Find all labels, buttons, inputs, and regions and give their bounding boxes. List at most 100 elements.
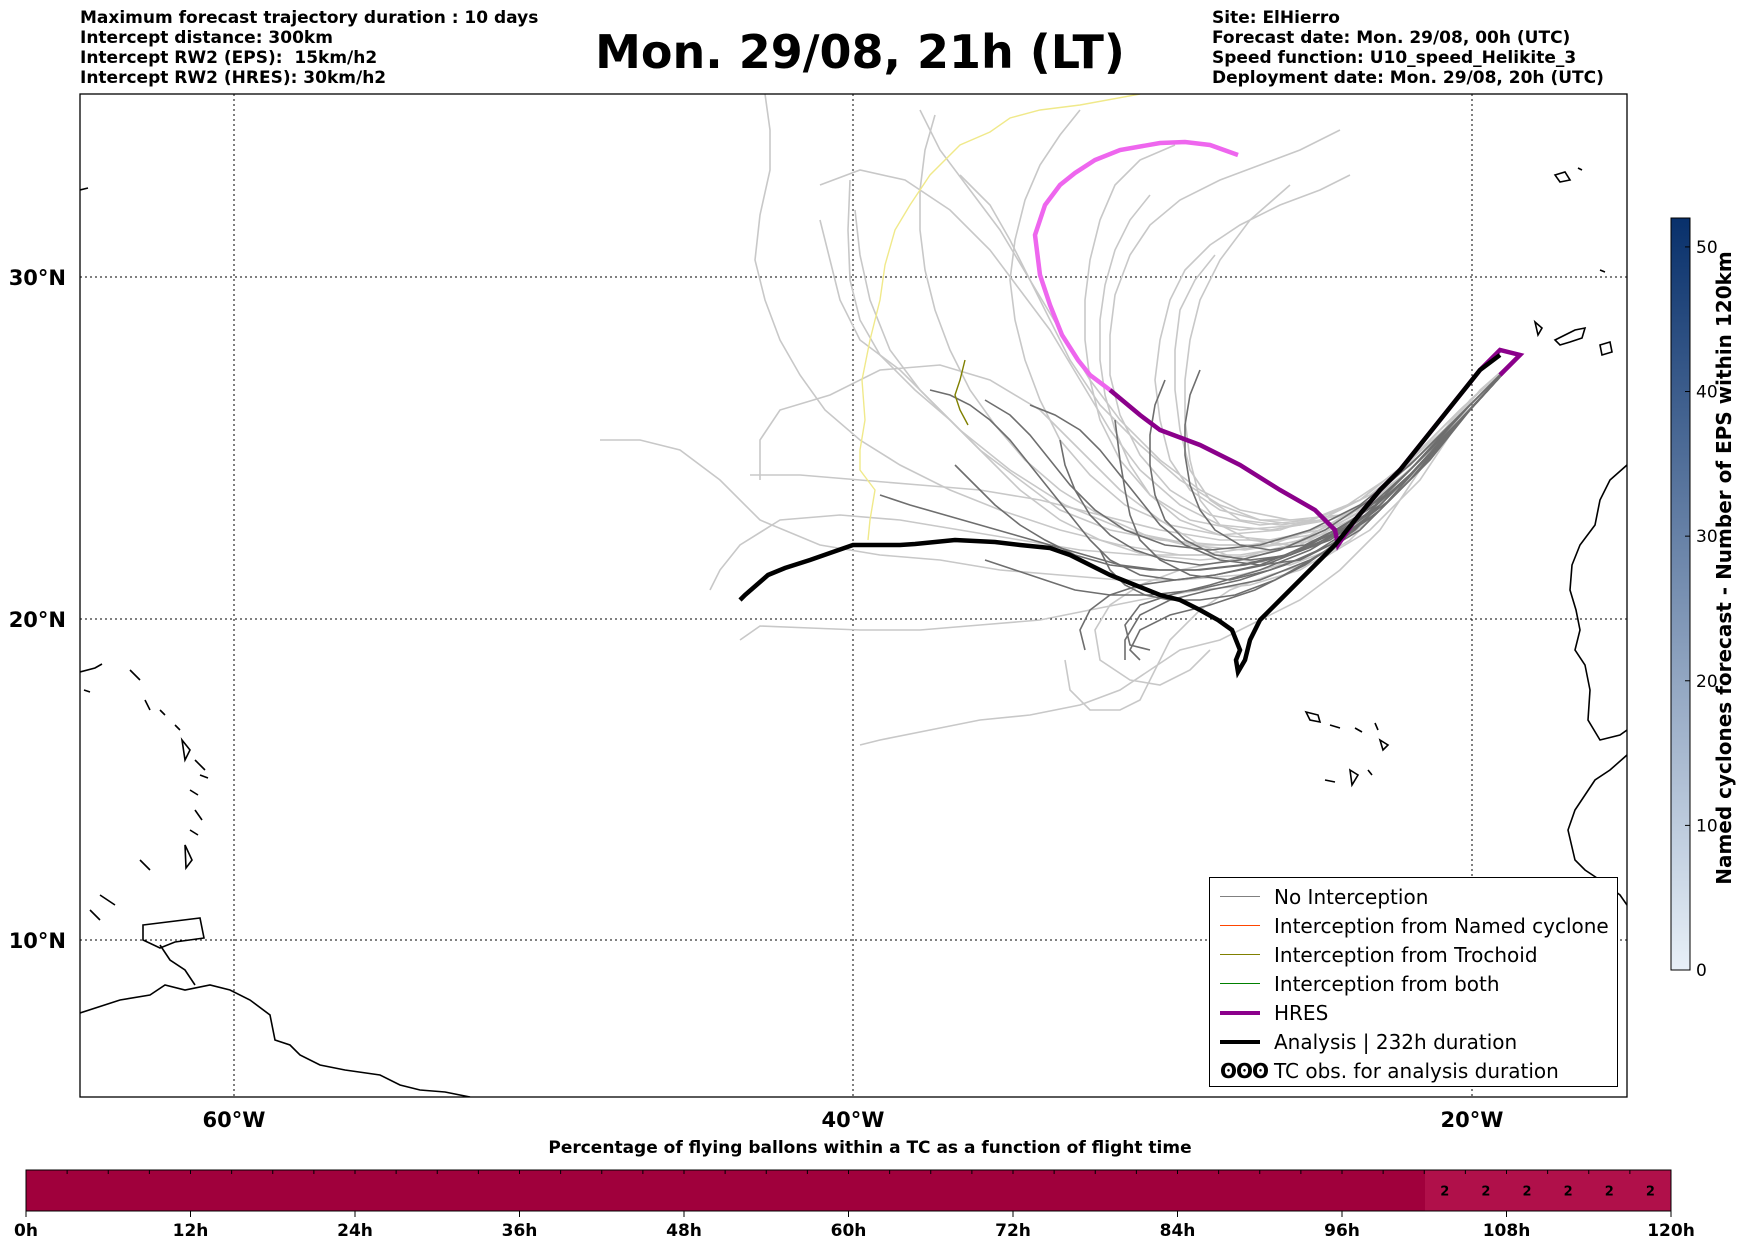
colorbar-tick-label: 10 (1696, 816, 1718, 836)
colorbar-tick-label: 20 (1696, 672, 1718, 692)
header-left-line: Intercept RW2 (EPS): 15km/h2 (80, 48, 378, 68)
page-title: Mon. 29/08, 21h (LT) (595, 25, 1125, 79)
colorbar-gradient (1670, 217, 1691, 971)
flight-time-cell-value: 2 (1605, 1185, 1614, 1200)
header-right-line: Speed function: U10_speed_Helikite_3 (1212, 48, 1577, 68)
ensemble-trajectory (959, 174, 1521, 526)
header-right-line: Forecast date: Mon. 29/08, 00h (UTC) (1212, 28, 1571, 48)
legend-key (1220, 916, 1262, 936)
legend-item: ʘʘʘ TC obs. for analysis duration (1220, 1056, 1617, 1085)
header-info-left: Maximum forecast trajectory duration : 1… (80, 8, 538, 88)
legend-line (1220, 1010, 1260, 1015)
map-legend: No Interception Interception from Named … (1209, 877, 1618, 1087)
coast-north-africa-frag (80, 187, 1606, 273)
lon-label: 20°W (1441, 1108, 1504, 1132)
trajectory-trochoid (954, 359, 969, 426)
ensemble-trajectory (754, 94, 1521, 556)
legend-key (1220, 945, 1262, 965)
ensemble-trajectory (1099, 354, 1521, 601)
header-left-line: Intercept distance: 300km (80, 28, 333, 48)
flight-time-cell-value: 2 (1481, 1185, 1490, 1200)
flight-time-bar-highlight (1425, 1170, 1671, 1211)
legend-line (1220, 983, 1260, 984)
lat-label: 20°N (9, 608, 66, 632)
flight-time-tick-label: 120h (1647, 1221, 1695, 1241)
flight-time-tick-label: 84h (1160, 1221, 1196, 1241)
flight-time-cell-value: 2 (1523, 1185, 1532, 1200)
ensemble-trajectory (1154, 174, 1521, 521)
flight-time-tick-label: 0h (14, 1221, 38, 1241)
flight-time-tick-label: 12h (173, 1221, 209, 1241)
coast-canary-islands (1533, 319, 1613, 357)
flight-time-tick-label: 96h (1324, 1221, 1360, 1241)
legend-key: ʘʘʘ (1220, 1059, 1269, 1083)
legend-label: No Interception (1274, 884, 1429, 909)
ensemble-trajectories-light (600, 94, 1521, 746)
flight-time-tick-label: 108h (1483, 1221, 1531, 1241)
coastline (80, 167, 1627, 1097)
colorbar-title: Named cyclones forecast - Number of EPS … (1712, 251, 1736, 885)
flight-time-bar-tick-labels: 0h 12h 24h 36h 48h 60h 72h 84h 96h 108h 120h (14, 1211, 1695, 1241)
legend-label: Interception from Trochoid (1274, 942, 1538, 967)
colorbar-ticks: 0 10 20 30 40 50 (1685, 238, 1718, 981)
lon-label: 40°W (822, 1108, 885, 1132)
ensemble-trajectory (1009, 109, 1521, 536)
coast-madeira (1553, 167, 1583, 183)
legend-key (1220, 1003, 1262, 1023)
flight-time-bar-cell-values: 2 2 2 2 2 2 (1440, 1185, 1655, 1200)
colorbar-tick-label: 0 (1696, 961, 1707, 981)
colorbar: 0 10 20 30 40 50 (1670, 217, 1718, 981)
header-right-line: Site: ElHierro (1212, 8, 1340, 28)
ensemble-trajectory (1124, 354, 1521, 660)
flight-time-bar: 2 2 2 2 2 2 0h 12h 24h 36h 48h 60h 72h 84h 96h 108h 120… (14, 1169, 1695, 1241)
header-left-line: Maximum forecast trajectory duration : 1… (80, 8, 539, 28)
hres-extension-track (1032, 139, 1239, 392)
colorbar-tick-label: 50 (1696, 238, 1718, 258)
ensemble-trajectories-dark (879, 354, 1521, 661)
lat-label: 10°N (9, 929, 66, 953)
legend-label: TC obs. for analysis duration (1274, 1058, 1559, 1083)
flight-time-cell-value: 2 (1564, 1185, 1573, 1200)
ensemble-trajectory (1109, 129, 1521, 526)
header-left-line: Intercept RW2 (HRES): 30km/h2 (80, 68, 387, 88)
tc-obs-symbol-icon: ʘʘʘ (1220, 1058, 1269, 1083)
ensemble-trajectory (854, 209, 1521, 551)
ensemble-trajectory (750, 354, 1521, 541)
coast-venezuela-peninsula (159, 944, 196, 986)
legend-label: Interception from Named cyclone (1274, 913, 1609, 938)
ensemble-trajectory (1029, 354, 1521, 566)
legend-label: Interception from both (1274, 971, 1500, 996)
legend-item: Analysis | 232h duration (1220, 1027, 1617, 1056)
map-frame (79, 93, 1628, 1098)
coast-west-africa (1569, 464, 1627, 741)
flight-time-bar-minor-ticks (25, 1170, 1672, 1174)
legend-label: HRES (1274, 1000, 1329, 1025)
legend-item: Interception from Trochoid (1220, 940, 1617, 969)
ensemble-trajectory (1184, 184, 1521, 546)
flight-time-cell-value: 2 (1646, 1185, 1655, 1200)
colorbar-tick-label: 40 (1696, 383, 1718, 403)
trajectory-yellow-edge (859, 94, 1141, 541)
legend-key (1220, 1032, 1262, 1052)
legend-item: Interception from both (1220, 969, 1617, 998)
legend-line (1220, 896, 1260, 897)
ensemble-trajectory (1099, 194, 1521, 541)
legend-item: No Interception (1220, 882, 1617, 911)
flight-time-tick-label: 36h (502, 1221, 538, 1241)
legend-line (1220, 954, 1260, 955)
analysis-track (738, 353, 1502, 679)
hres-track (1108, 347, 1525, 551)
coast-lesser-antilles (80, 663, 209, 921)
legend-line (1220, 925, 1260, 926)
coast-cape-verde (1304, 710, 1390, 788)
ensemble-trajectory (1184, 354, 1521, 551)
flight-time-tick-label: 60h (831, 1221, 867, 1241)
legend-item: HRES (1220, 998, 1617, 1027)
ensemble-trajectory (1174, 254, 1521, 526)
lon-label: 60°W (203, 1108, 266, 1132)
legend-label: Analysis | 232h duration (1274, 1029, 1518, 1054)
lat-label: 30°N (9, 266, 66, 290)
ensemble-trajectory (1059, 354, 1521, 566)
ensemble-trajectory (859, 354, 1521, 746)
